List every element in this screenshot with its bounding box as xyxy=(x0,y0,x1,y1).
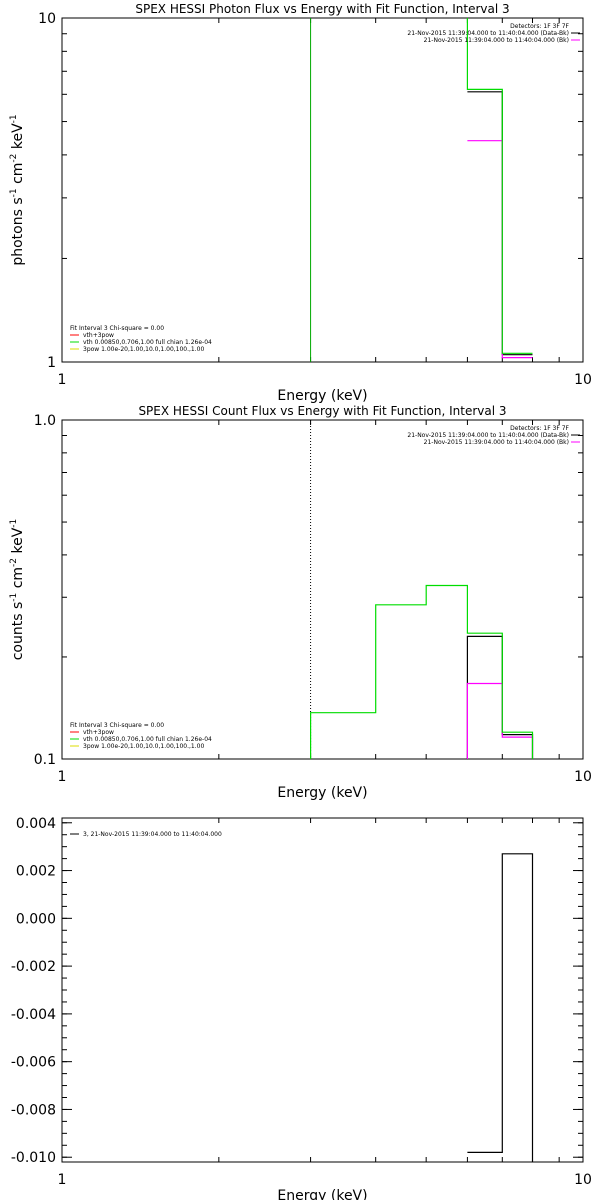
chart-2-y-axis-label-part: cm xyxy=(10,567,26,593)
chart-1-legend-entry: vth 0.00850,0.706,1.00 full chian 1.26e-… xyxy=(83,339,212,346)
chart-2-y-axis-label-part: keV xyxy=(10,527,26,558)
chart-3-y-tick-label: -0.002 xyxy=(11,959,56,975)
chart-1-y-axis-label: photons s-1 cm-2 keV-1 xyxy=(9,114,26,265)
chart-1-legend-entry: vth+3pow xyxy=(83,332,114,339)
chart-2-series-1-line xyxy=(466,635,534,759)
chart-1-series-1-line xyxy=(467,91,533,356)
chart-2-y-axis-label-part: -2 xyxy=(9,558,19,567)
chart-3-y-tick-label: -0.008 xyxy=(11,1102,56,1118)
chart-1-x-tick-label: 10 xyxy=(574,372,592,388)
chart-1-y-axis-label-part: -2 xyxy=(9,154,19,163)
chart-2-frame xyxy=(61,419,584,760)
chart-2-header-entry: Detectors: 1F 3F 7F xyxy=(510,425,569,432)
chart-1-x-axis-label: Energy (keV) xyxy=(277,388,367,404)
chart-1-y-axis-label-part: photons s xyxy=(10,197,26,265)
chart-1-header-entry: 21-Nov-2015 11:39:04.000 to 11:40:04.000… xyxy=(424,37,569,44)
chart-1-series-2-line xyxy=(467,140,533,359)
chart-3-y-tick-label: -0.010 xyxy=(11,1150,56,1166)
chart-2-header-entry: 21-Nov-2015 11:39:04.000 to 11:40:04.000… xyxy=(407,432,569,439)
chart-3-y-tick-label: 0.002 xyxy=(16,864,56,880)
chart-2-legend-entry: 3pow 1.00e-20,1.00,10.0,1.00,100.,1.00 xyxy=(83,743,204,750)
chart-3-x-tick-label: 1 xyxy=(58,1172,67,1188)
chart-3-y-tick-label: 0.000 xyxy=(16,911,56,927)
chart-1-series-3-line xyxy=(466,18,533,354)
chart-3-y-tick-label: -0.004 xyxy=(11,1007,56,1023)
chart-3-y-tick-label: -0.006 xyxy=(11,1055,56,1071)
chart-3-x-tick-label: 10 xyxy=(574,1172,592,1188)
chart-1-y-axis-label-part: -1 xyxy=(9,114,19,123)
chart-2-legend-entry: vth 0.00850,0.706,1.00 full chian 1.26e-… xyxy=(83,736,212,743)
chart-3-legend-entry: 3, 21-Nov-2015 11:39:04.000 to 11:40:04.… xyxy=(83,831,222,838)
chart-2-y-tick-label: 1.0 xyxy=(34,413,56,429)
chart-1-y-axis-label-part: -1 xyxy=(9,188,19,197)
chart-3-y-tick-label: 0.004 xyxy=(16,816,56,832)
chart-1-y-tick-label: 10 xyxy=(38,11,56,27)
chart-1-frame xyxy=(61,17,584,363)
chart-1-y-axis-label-part: keV xyxy=(10,123,26,154)
chart-2-y-axis-label-part: -1 xyxy=(9,593,19,602)
chart-1-legend-entry: 3pow 1.00e-20,1.00,10.0,1.00,100.,1.00 xyxy=(83,346,204,353)
chart-2-legend-entry: vth+3pow xyxy=(83,729,114,736)
chart-2-x-tick-label: 10 xyxy=(574,769,592,785)
chart-1-title: SPEX HESSI Photon Flux vs Energy with Fi… xyxy=(135,2,509,16)
chart-1-y-axis-label-part: cm xyxy=(10,163,26,189)
chart-2-x-tick-label: 1 xyxy=(58,769,67,785)
chart-1-x-tick-label: 1 xyxy=(58,372,67,388)
chart-2-legend-entry: Fit Interval 3 Chi-square = 0.00 xyxy=(70,722,164,729)
chart-2-x-axis-label: Energy (keV) xyxy=(277,785,367,801)
chart-1-legend-entry: Fit Interval 3 Chi-square = 0.00 xyxy=(70,325,164,332)
chart-1-y-tick-label: 1 xyxy=(47,355,56,371)
chart-2-y-tick-label: 0.1 xyxy=(34,752,56,768)
chart-2-series-2-line xyxy=(466,682,534,759)
chart-2-title: SPEX HESSI Count Flux vs Energy with Fit… xyxy=(138,404,506,418)
chart-3-series-1-line xyxy=(467,853,534,1162)
chart-1-header-entry: Detectors: 1F 3F 7F xyxy=(510,23,569,30)
chart-2-series-3-line xyxy=(310,584,534,759)
chart-2-y-axis-label-part: -1 xyxy=(9,519,19,528)
chart-1-header-entry: 21-Nov-2015 11:39:04.000 to 11:40:04.000… xyxy=(407,30,569,37)
chart-2-y-axis-label-part: counts s xyxy=(10,602,26,661)
chart-2-y-axis-label: counts s-1 cm-2 keV-1 xyxy=(9,519,26,661)
chart-3-frame xyxy=(61,817,584,1163)
chart-2-header-entry: 21-Nov-2015 11:39:04.000 to 11:40:04.000… xyxy=(424,439,569,446)
chart-3-x-axis-label: Energy (keV) xyxy=(277,1188,367,1200)
